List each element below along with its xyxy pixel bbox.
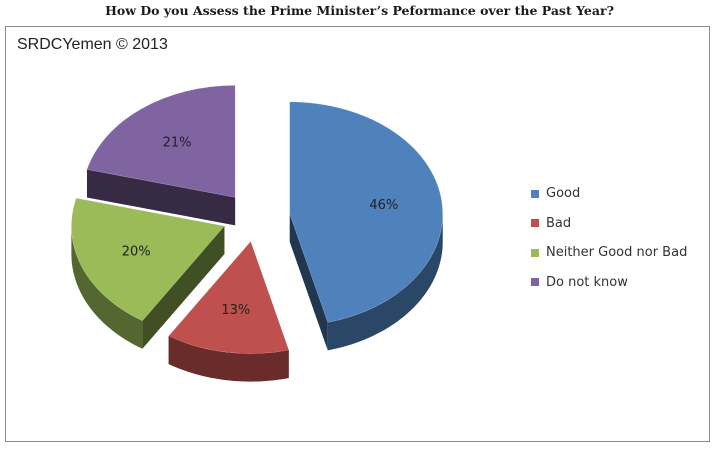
- pie-slice-top: [168, 241, 290, 354]
- legend-item-good: Good: [531, 179, 687, 209]
- pie-slice-side: [71, 226, 143, 349]
- pie-slice-good: 46%: [289, 101, 443, 351]
- legend-swatch: [531, 248, 539, 257]
- data-label-do-not-know: 21%: [163, 135, 192, 150]
- data-label-good: 46%: [369, 198, 398, 213]
- legend-label: Good: [546, 186, 581, 202]
- pie-slice-do-not-know: 21%: [86, 85, 236, 226]
- legend-label: Bad: [546, 215, 572, 231]
- legend-item-neither: Neither Good nor Bad: [531, 238, 687, 268]
- pie-slice-side: [327, 213, 443, 351]
- legend-swatch: [531, 219, 539, 228]
- legend-swatch: [531, 189, 539, 198]
- pie-slice-side: [168, 336, 289, 382]
- pie-slice-side: [289, 213, 328, 351]
- legend: Good Bad Neither Good nor Bad Do not kno…: [531, 179, 687, 297]
- watermark: SRDCYemen © 2013: [17, 36, 168, 53]
- legend-item-bad: Bad: [531, 209, 687, 239]
- data-label-neither: 20%: [122, 245, 151, 260]
- pie-chart: 21% 46% 20% 13%: [71, 85, 443, 382]
- pie-slice-top: [86, 85, 236, 198]
- legend-label: Neither Good nor Bad: [546, 245, 688, 261]
- legend-label: Do not know: [546, 274, 628, 290]
- pie-slice-top: [289, 101, 443, 323]
- legend-item-do-not-know: Do not know: [531, 268, 687, 298]
- pie-slice-bad: 13%: [168, 241, 290, 382]
- pie-slice-side: [86, 169, 236, 226]
- chart-frame: SRDCYemen © 2013 21% 46% 20% 13% Good Bad N…: [5, 26, 710, 442]
- legend-swatch: [531, 278, 539, 287]
- chart-title: How Do you Assess the Prime Minister’s P…: [105, 3, 614, 18]
- data-label-bad: 13%: [221, 303, 250, 318]
- pie-slice-top: [71, 198, 225, 322]
- pie-slice-side: [142, 226, 225, 349]
- pie-slice-neither: 20%: [71, 198, 225, 349]
